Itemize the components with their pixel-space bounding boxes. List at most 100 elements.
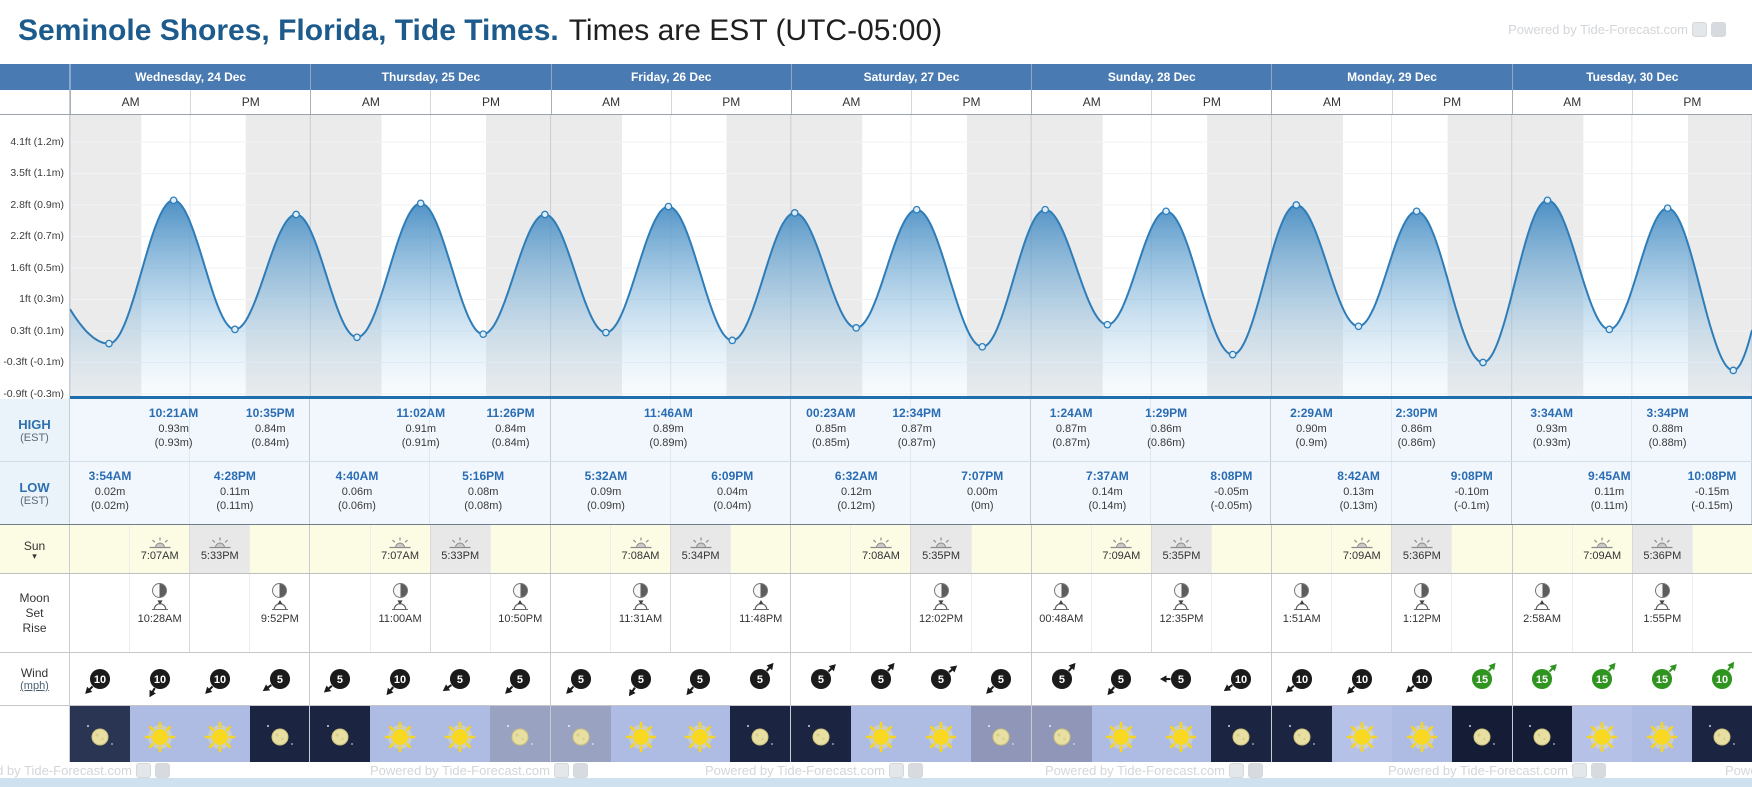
tide-grid-cell [791, 399, 911, 461]
sun-quarter [1032, 525, 1091, 573]
sun-icon [1587, 721, 1618, 753]
sunset-entry: 5:35PM [922, 536, 960, 562]
weather-cell-sun [910, 706, 971, 768]
tide-extreme-marker [1103, 320, 1112, 329]
day-header: Saturday, 27 Dec [790, 64, 1031, 90]
high-tide-entry: 3:34AM 0.93m (0.93m) [1530, 406, 1573, 450]
sun-quarter: 7:09AM [1571, 525, 1632, 573]
moon-label: Moon [19, 590, 50, 605]
svg-text:10: 10 [1235, 674, 1247, 686]
high-tide-height-alt: (0.88m) [1648, 436, 1687, 449]
wind-quarter: 10 [1332, 653, 1392, 705]
ampm-label-am: AM [1031, 90, 1151, 114]
high-tide-height-alt: (0.89m) [649, 436, 688, 449]
svg-text:10: 10 [1416, 674, 1428, 686]
tide-grid-cell [671, 399, 791, 461]
moon-set-time: 12:02PM [919, 613, 964, 625]
low-tide-entry: 5:16PM 0.08m (0.08m) [462, 469, 504, 513]
tide-grid-cell [1392, 399, 1512, 461]
tide-grid-cell [551, 462, 671, 524]
day-header: Wednesday, 24 Dec [70, 64, 310, 90]
high-tide-time: 10:35PM [245, 406, 295, 420]
low-tide-time: 4:28PM [213, 469, 256, 483]
tide-extreme-marker [292, 210, 300, 219]
high-tide-height: 0.87m [1055, 422, 1087, 435]
high-tide-entry: 11:02AM 0.91m (0.91m) [396, 406, 445, 450]
sun-icon [1646, 721, 1678, 753]
moon-quarter: 11:48PM [730, 574, 790, 652]
weather-cell-moon [490, 706, 550, 768]
low-tide-height-alt: (0m) [970, 499, 994, 512]
tide-grid-cell [1271, 462, 1392, 524]
high-tide-time: 3:34AM [1530, 406, 1574, 420]
moon-rise-icon [752, 600, 769, 610]
sun-quarter: 7:09AM [1331, 525, 1391, 573]
tide-extreme-marker [1543, 196, 1552, 205]
wind-quarter: 5 [1092, 653, 1152, 705]
sunset-time: 5:35PM [922, 550, 960, 562]
wind-badge: 10 [1347, 668, 1372, 694]
svg-text:10: 10 [1716, 674, 1728, 686]
svg-text:5: 5 [697, 674, 703, 686]
wind-quarter: 5 [851, 653, 911, 705]
wind-quarter: 5 [671, 653, 731, 705]
moon-quarter: 11:00AM [369, 574, 430, 652]
high-tide-entry: 3:34PM 0.88m (0.88m) [1647, 406, 1689, 450]
chevron-down-icon[interactable]: ▾ [32, 550, 37, 561]
weather-cell-sun [1572, 706, 1633, 768]
day-header: Sunday, 28 Dec [1031, 64, 1271, 90]
sunrise-time: 7:09AM [1583, 550, 1622, 562]
wind-quarter: 10 [190, 653, 250, 705]
sun-quarter [1691, 525, 1752, 573]
svg-text:5: 5 [457, 674, 463, 686]
watermark-top: Powered by Tide-Forecast.com [1508, 22, 1726, 37]
watermark-text: Powered by Tide-Forecast.com [1725, 763, 1752, 778]
low-tide-height-alt: (-0.05m) [1210, 499, 1253, 512]
tide-table: Wednesday, 24 Dec Thursday, 25 Dec Friday,… [0, 64, 1752, 769]
wind-unit-link[interactable]: (mph) [20, 680, 49, 692]
wind-quarter: 5 [1151, 653, 1211, 705]
sun-quarter: 5:36PM [1391, 525, 1452, 573]
sun-quarter: 5:35PM [1150, 525, 1212, 573]
tide-extreme-marker [479, 330, 488, 339]
moon-rise-time: 11:48PM [739, 613, 783, 625]
high-row-label: HIGH (EST) [0, 399, 70, 461]
tide-extreme-marker [1292, 201, 1301, 209]
low-tide-entry: 3:54AM 0.02m (0.02m) [89, 469, 132, 513]
sun-icon [865, 721, 897, 753]
wind-quarter: 10 [1692, 653, 1752, 705]
weather-day-cell [790, 706, 1031, 768]
tide-extreme-marker [1479, 358, 1487, 367]
moon-quarter [970, 574, 1031, 652]
tide-grid-cell [1632, 399, 1752, 461]
wind-quarter: 10 [1272, 653, 1332, 705]
moon-icon [1709, 725, 1735, 746]
watermark-text: Powered by Tide-Forecast.com [0, 763, 132, 778]
moon-day-cell: 10:28AM 9:52PM [70, 574, 309, 652]
moonrise-entry: 10:50PM [498, 574, 542, 625]
sun-row-label[interactable]: Sun ▾ [0, 525, 70, 573]
sun-quarter: 5:33PM [189, 525, 250, 573]
high-tide-height: 0.93m [158, 422, 189, 435]
tide-extreme-marker [978, 342, 987, 351]
sun-icon [625, 721, 656, 753]
weather-day-cell [1271, 706, 1512, 768]
moonset-entry: 11:31AM [619, 574, 662, 625]
moon-rise-time: 1:51AM [1282, 613, 1321, 625]
sun-quarter [1451, 525, 1511, 573]
watermark-app-icon [154, 763, 170, 778]
sunrise-time: 7:07AM [381, 550, 420, 562]
sunrise-time: 7:08AM [861, 550, 900, 562]
weather-cell-moon [730, 706, 791, 768]
sunset-entry: 5:33PM [441, 536, 479, 562]
ampm-label-am: AM [1511, 90, 1632, 114]
high-tide-entry: 00:23AM 0.85m (0.85m) [806, 406, 855, 450]
wind-quarter: 5 [490, 653, 550, 705]
wind-quarter: 5 [551, 653, 611, 705]
weather-day-cell [70, 706, 310, 768]
moon-quarter: 1:51AM [1272, 574, 1331, 652]
wind-badge: 5 [1051, 662, 1076, 690]
watermark-app-icon [1571, 763, 1587, 778]
wind-quarter: 5 [1032, 653, 1092, 705]
svg-text:5: 5 [878, 674, 884, 686]
